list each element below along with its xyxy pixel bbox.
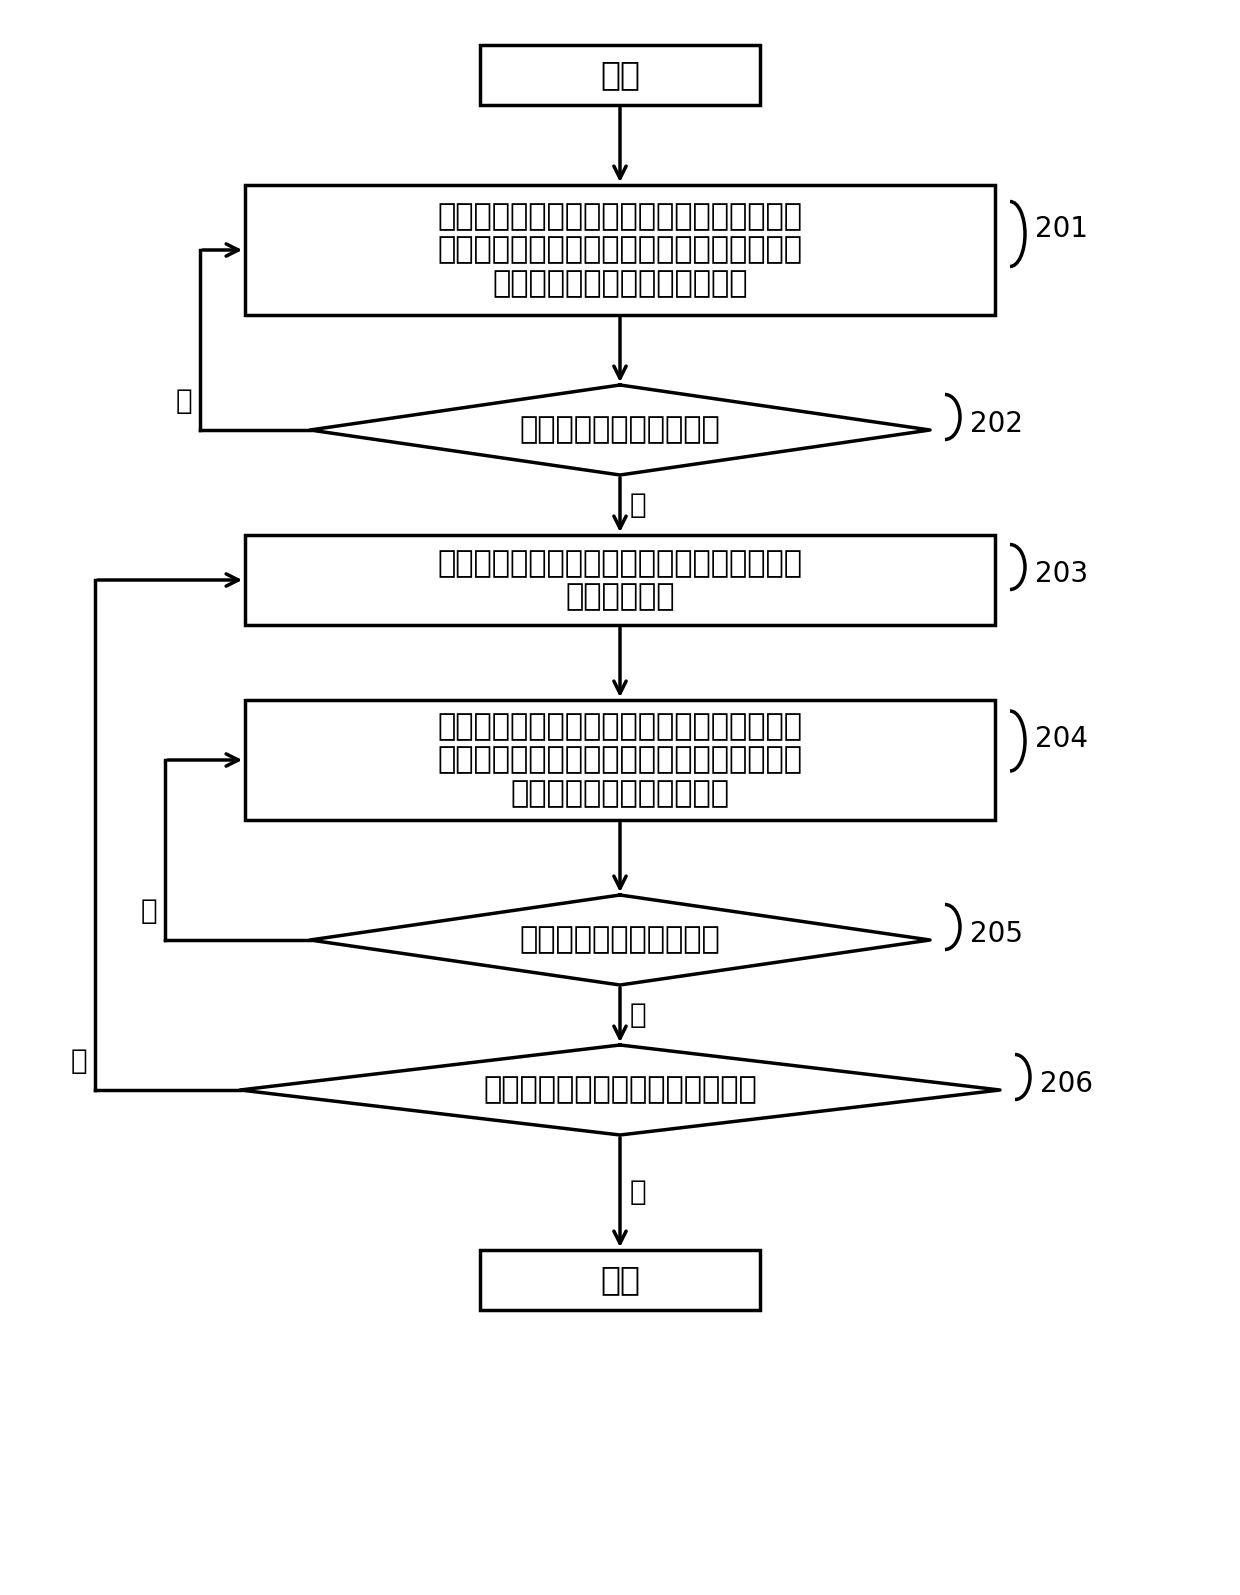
Text: 否: 否 [140,896,157,925]
Text: 达到预设次数或预设旋转总角度？: 达到预设次数或预设旋转总角度？ [484,1075,756,1104]
Text: 203: 203 [1035,560,1089,589]
Text: 204: 204 [1035,726,1087,753]
Bar [480,45,760,105]
Text: 否: 否 [71,1046,87,1075]
Text: 201: 201 [1035,215,1087,242]
Bar [246,185,994,314]
Text: 是: 是 [630,1179,646,1206]
Text: 控制显微镜的图像采集装置采集待测物体的图
像，并控制所述载物装置夹持所述待测物体沿
第二方向平移预设第二长度: 控制显微镜的图像采集装置采集待测物体的图 像，并控制所述载物装置夹持所述待测物体… [438,711,802,809]
Text: 结束: 结束 [600,1263,640,1297]
Text: 达到预设第一平移次数？: 达到预设第一平移次数？ [520,416,720,445]
Text: 达到预设第二平移次数？: 达到预设第二平移次数？ [520,925,720,954]
Text: 开始: 开始 [600,59,640,91]
Text: 206: 206 [1040,1070,1092,1097]
Text: 205: 205 [970,920,1023,947]
Text: 控制显微镜的图像采集装置采集待测物体的图
像，并控制显微镜的载物装置夹持所述待测物
体沿第一方向平移预设第一长度: 控制显微镜的图像采集装置采集待测物体的图 像，并控制显微镜的载物装置夹持所述待测… [438,203,802,298]
Polygon shape [310,384,930,475]
Text: 是: 是 [630,1002,646,1029]
Text: 是: 是 [630,491,646,518]
Bar [246,700,994,820]
Polygon shape [310,895,930,986]
Text: 控制所述显微镜的载物装置夹持所述待测物体
旋转预设角度: 控制所述显微镜的载物装置夹持所述待测物体 旋转预设角度 [438,549,802,611]
Text: 202: 202 [970,410,1023,439]
Text: 否: 否 [175,388,192,415]
Bar [246,534,994,625]
Polygon shape [241,1045,999,1136]
Bar [480,1250,760,1309]
